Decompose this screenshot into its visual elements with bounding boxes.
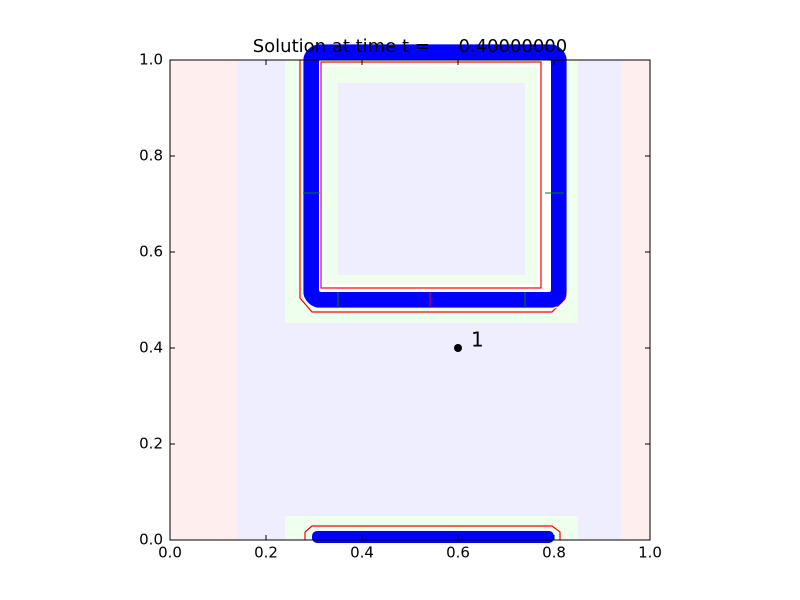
plot-background	[170, 43, 650, 543]
contour	[320, 61, 542, 289]
solution-band	[303, 44, 567, 308]
axes-frame	[169, 59, 651, 541]
point-label: 1	[471, 328, 484, 352]
contour	[304, 525, 561, 540]
solution-band	[312, 531, 554, 543]
y-tick-label: 0.6	[139, 243, 163, 261]
point	[454, 344, 462, 352]
y-tick-label: 0.0	[139, 531, 163, 549]
x-tick-label: 0.8	[542, 544, 566, 562]
x-tick-label: 0.2	[254, 544, 278, 562]
chart-title: Solution at time t = 0.40000000	[253, 36, 568, 57]
y-tick-label: 1.0	[139, 51, 163, 69]
x-tick-label: 0.0	[158, 544, 182, 562]
x-tick-label: 0.4	[350, 544, 374, 562]
contour	[302, 43, 568, 309]
y-tick-label: 0.2	[139, 435, 163, 453]
patch-level-2	[338, 83, 525, 275]
x-tick-label: 1.0	[638, 544, 662, 562]
x-tick-label: 0.6	[446, 544, 470, 562]
y-tick-label: 0.4	[139, 339, 163, 357]
y-tick-label: 0.8	[139, 147, 163, 165]
